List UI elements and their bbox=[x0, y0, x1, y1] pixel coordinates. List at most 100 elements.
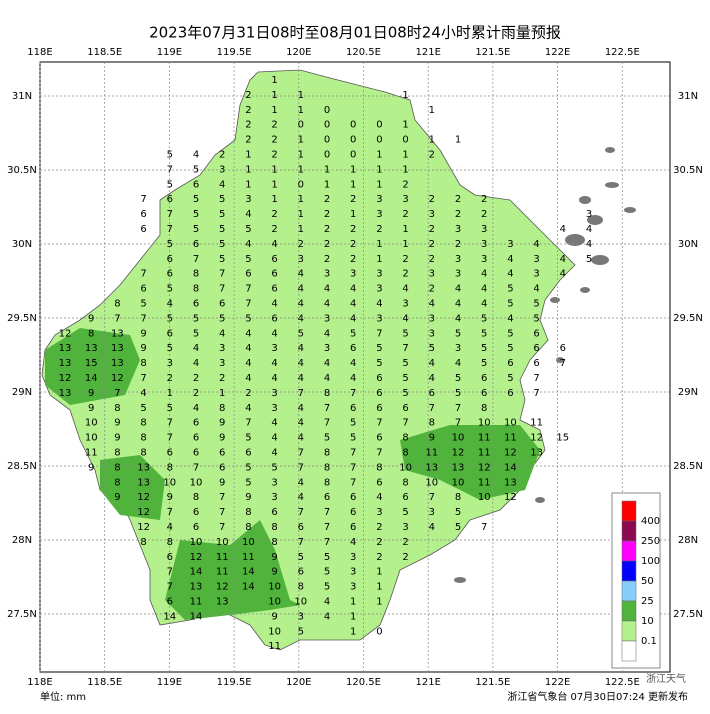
rain-value: 11 bbox=[268, 641, 281, 652]
rain-value: 0 bbox=[324, 105, 330, 116]
rain-value: 5 bbox=[298, 552, 304, 563]
rain-value: 8 bbox=[271, 522, 277, 533]
rain-value: 6 bbox=[271, 507, 277, 518]
rain-value: 3 bbox=[350, 582, 356, 593]
rain-value: 9 bbox=[88, 462, 94, 473]
rain-value: 13 bbox=[137, 477, 150, 488]
rain-value: 11 bbox=[478, 448, 491, 459]
rain-value: 2 bbox=[245, 90, 251, 101]
rain-value: 3 bbox=[429, 507, 435, 518]
rain-value: 4 bbox=[324, 373, 330, 384]
rain-value: 6 bbox=[507, 388, 513, 399]
rain-value: 8 bbox=[114, 448, 120, 459]
rain-value: 9 bbox=[114, 418, 120, 429]
rain-value: 6 bbox=[560, 343, 566, 354]
rain-value: 10 bbox=[478, 418, 491, 429]
rain-value: 2 bbox=[245, 135, 251, 146]
rain-value: 3 bbox=[402, 299, 408, 310]
rain-value: 8 bbox=[402, 448, 408, 459]
rain-value: 6 bbox=[219, 462, 225, 473]
rain-value: 7 bbox=[140, 269, 146, 280]
rain-value: 6 bbox=[402, 403, 408, 414]
rain-value: 2 bbox=[324, 254, 330, 265]
rain-value: 8 bbox=[324, 448, 330, 459]
rain-value: 6 bbox=[350, 343, 356, 354]
rain-value: 6 bbox=[140, 224, 146, 235]
rain-value: 13 bbox=[137, 462, 150, 473]
rain-value: 8 bbox=[402, 433, 408, 444]
rain-value: 7 bbox=[140, 194, 146, 205]
lon-label: 120E bbox=[286, 677, 311, 688]
rain-value: 7 bbox=[455, 403, 461, 414]
rain-value: 3 bbox=[219, 343, 225, 354]
rain-value: 2 bbox=[429, 150, 435, 161]
rain-value: 4 bbox=[298, 433, 304, 444]
rain-value: 2 bbox=[271, 120, 277, 131]
rain-value: 5 bbox=[324, 433, 330, 444]
rain-value: 2 bbox=[429, 239, 435, 250]
rain-value: 6 bbox=[271, 254, 277, 265]
rain-value: 7 bbox=[298, 448, 304, 459]
rain-value: 4 bbox=[402, 313, 408, 324]
rain-value: 5 bbox=[481, 328, 487, 339]
rain-value: 13 bbox=[59, 343, 72, 354]
rain-value: 4 bbox=[219, 179, 225, 190]
rain-value: 3 bbox=[350, 269, 356, 280]
rain-value: 1 bbox=[324, 179, 330, 190]
rain-value: 1 bbox=[350, 626, 356, 637]
rain-value: 5 bbox=[533, 313, 539, 324]
rain-value: 6 bbox=[429, 388, 435, 399]
legend-swatch bbox=[621, 620, 637, 642]
rain-value: 11 bbox=[478, 477, 491, 488]
rain-value: 3 bbox=[324, 343, 330, 354]
rain-value: 7 bbox=[402, 343, 408, 354]
rain-value: 9 bbox=[271, 552, 277, 563]
rain-value: 4 bbox=[298, 477, 304, 488]
lat-label: 28N bbox=[12, 535, 32, 546]
rain-value: 7 bbox=[455, 418, 461, 429]
rain-value: 3 bbox=[350, 552, 356, 563]
rain-value: 5 bbox=[455, 522, 461, 533]
rain-value: 2 bbox=[455, 239, 461, 250]
rain-value: 12 bbox=[504, 448, 517, 459]
rain-value: 8 bbox=[140, 537, 146, 548]
rain-value: 5 bbox=[481, 358, 487, 369]
rain-value: 1 bbox=[271, 164, 277, 175]
rain-value: 7 bbox=[298, 388, 304, 399]
rain-value: 7 bbox=[167, 582, 173, 593]
rain-value: 4 bbox=[298, 492, 304, 503]
lat-label: 31N bbox=[678, 91, 698, 102]
rain-value: 12 bbox=[137, 492, 150, 503]
rain-value: 11 bbox=[530, 418, 543, 429]
rain-value: 6 bbox=[533, 343, 539, 354]
rain-value: 4 bbox=[402, 284, 408, 295]
rain-value: 1 bbox=[271, 105, 277, 116]
rain-value: 2 bbox=[402, 552, 408, 563]
legend-swatch bbox=[621, 580, 637, 602]
rain-value: 1 bbox=[402, 90, 408, 101]
rain-value: 13 bbox=[59, 358, 72, 369]
rain-value: 6 bbox=[271, 284, 277, 295]
rain-value: 3 bbox=[376, 507, 382, 518]
rain-value: 3 bbox=[350, 567, 356, 578]
rain-value: 4 bbox=[324, 299, 330, 310]
legend-swatch bbox=[621, 600, 637, 622]
rain-value: 2 bbox=[455, 209, 461, 220]
rain-value: 5 bbox=[402, 507, 408, 518]
rain-value: 10 bbox=[425, 477, 438, 488]
rain-value: 7 bbox=[324, 418, 330, 429]
rain-value: 1 bbox=[271, 179, 277, 190]
rain-value: 2 bbox=[324, 239, 330, 250]
rain-value: 1 bbox=[402, 120, 408, 131]
rain-value: 8 bbox=[114, 477, 120, 488]
rain-value: 2 bbox=[455, 194, 461, 205]
rain-value: 12 bbox=[137, 522, 150, 533]
legend-swatch bbox=[621, 540, 637, 562]
rain-value: 4 bbox=[298, 343, 304, 354]
rain-value: 0 bbox=[298, 179, 304, 190]
rain-value: 4 bbox=[586, 224, 592, 235]
rain-value: 6 bbox=[245, 269, 251, 280]
legend-swatch bbox=[621, 560, 637, 582]
rain-value: 4 bbox=[245, 328, 251, 339]
rain-value: 7 bbox=[376, 448, 382, 459]
